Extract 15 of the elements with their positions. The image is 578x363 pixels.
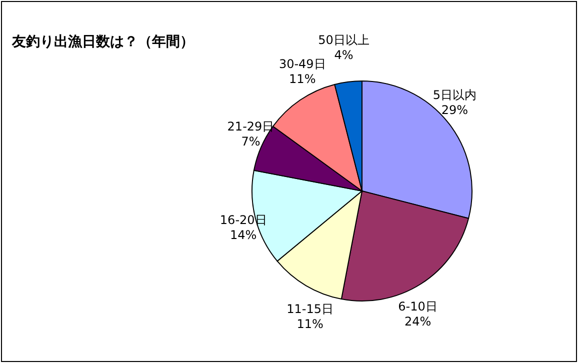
slice-label: 6-10日	[398, 300, 438, 314]
slice-label: 50日以上	[318, 32, 370, 47]
data-label: 4%	[334, 48, 354, 62]
slice-label: 11-15日	[286, 302, 334, 316]
slice-label: 21-29日	[227, 119, 274, 134]
data-label: 7%	[241, 134, 260, 148]
slice-label: 16-20日	[220, 213, 267, 228]
data-label: 24%	[404, 314, 432, 329]
data-label: 11%	[289, 72, 316, 86]
data-label: 11%	[296, 316, 324, 331]
data-label: 14%	[230, 228, 257, 242]
slice-label: 30-49日	[278, 56, 326, 71]
text: 友釣り出漁日数は？（年間）	[11, 34, 194, 50]
slice-label: 5日以内	[432, 88, 477, 102]
data-label: 29%	[441, 103, 468, 118]
